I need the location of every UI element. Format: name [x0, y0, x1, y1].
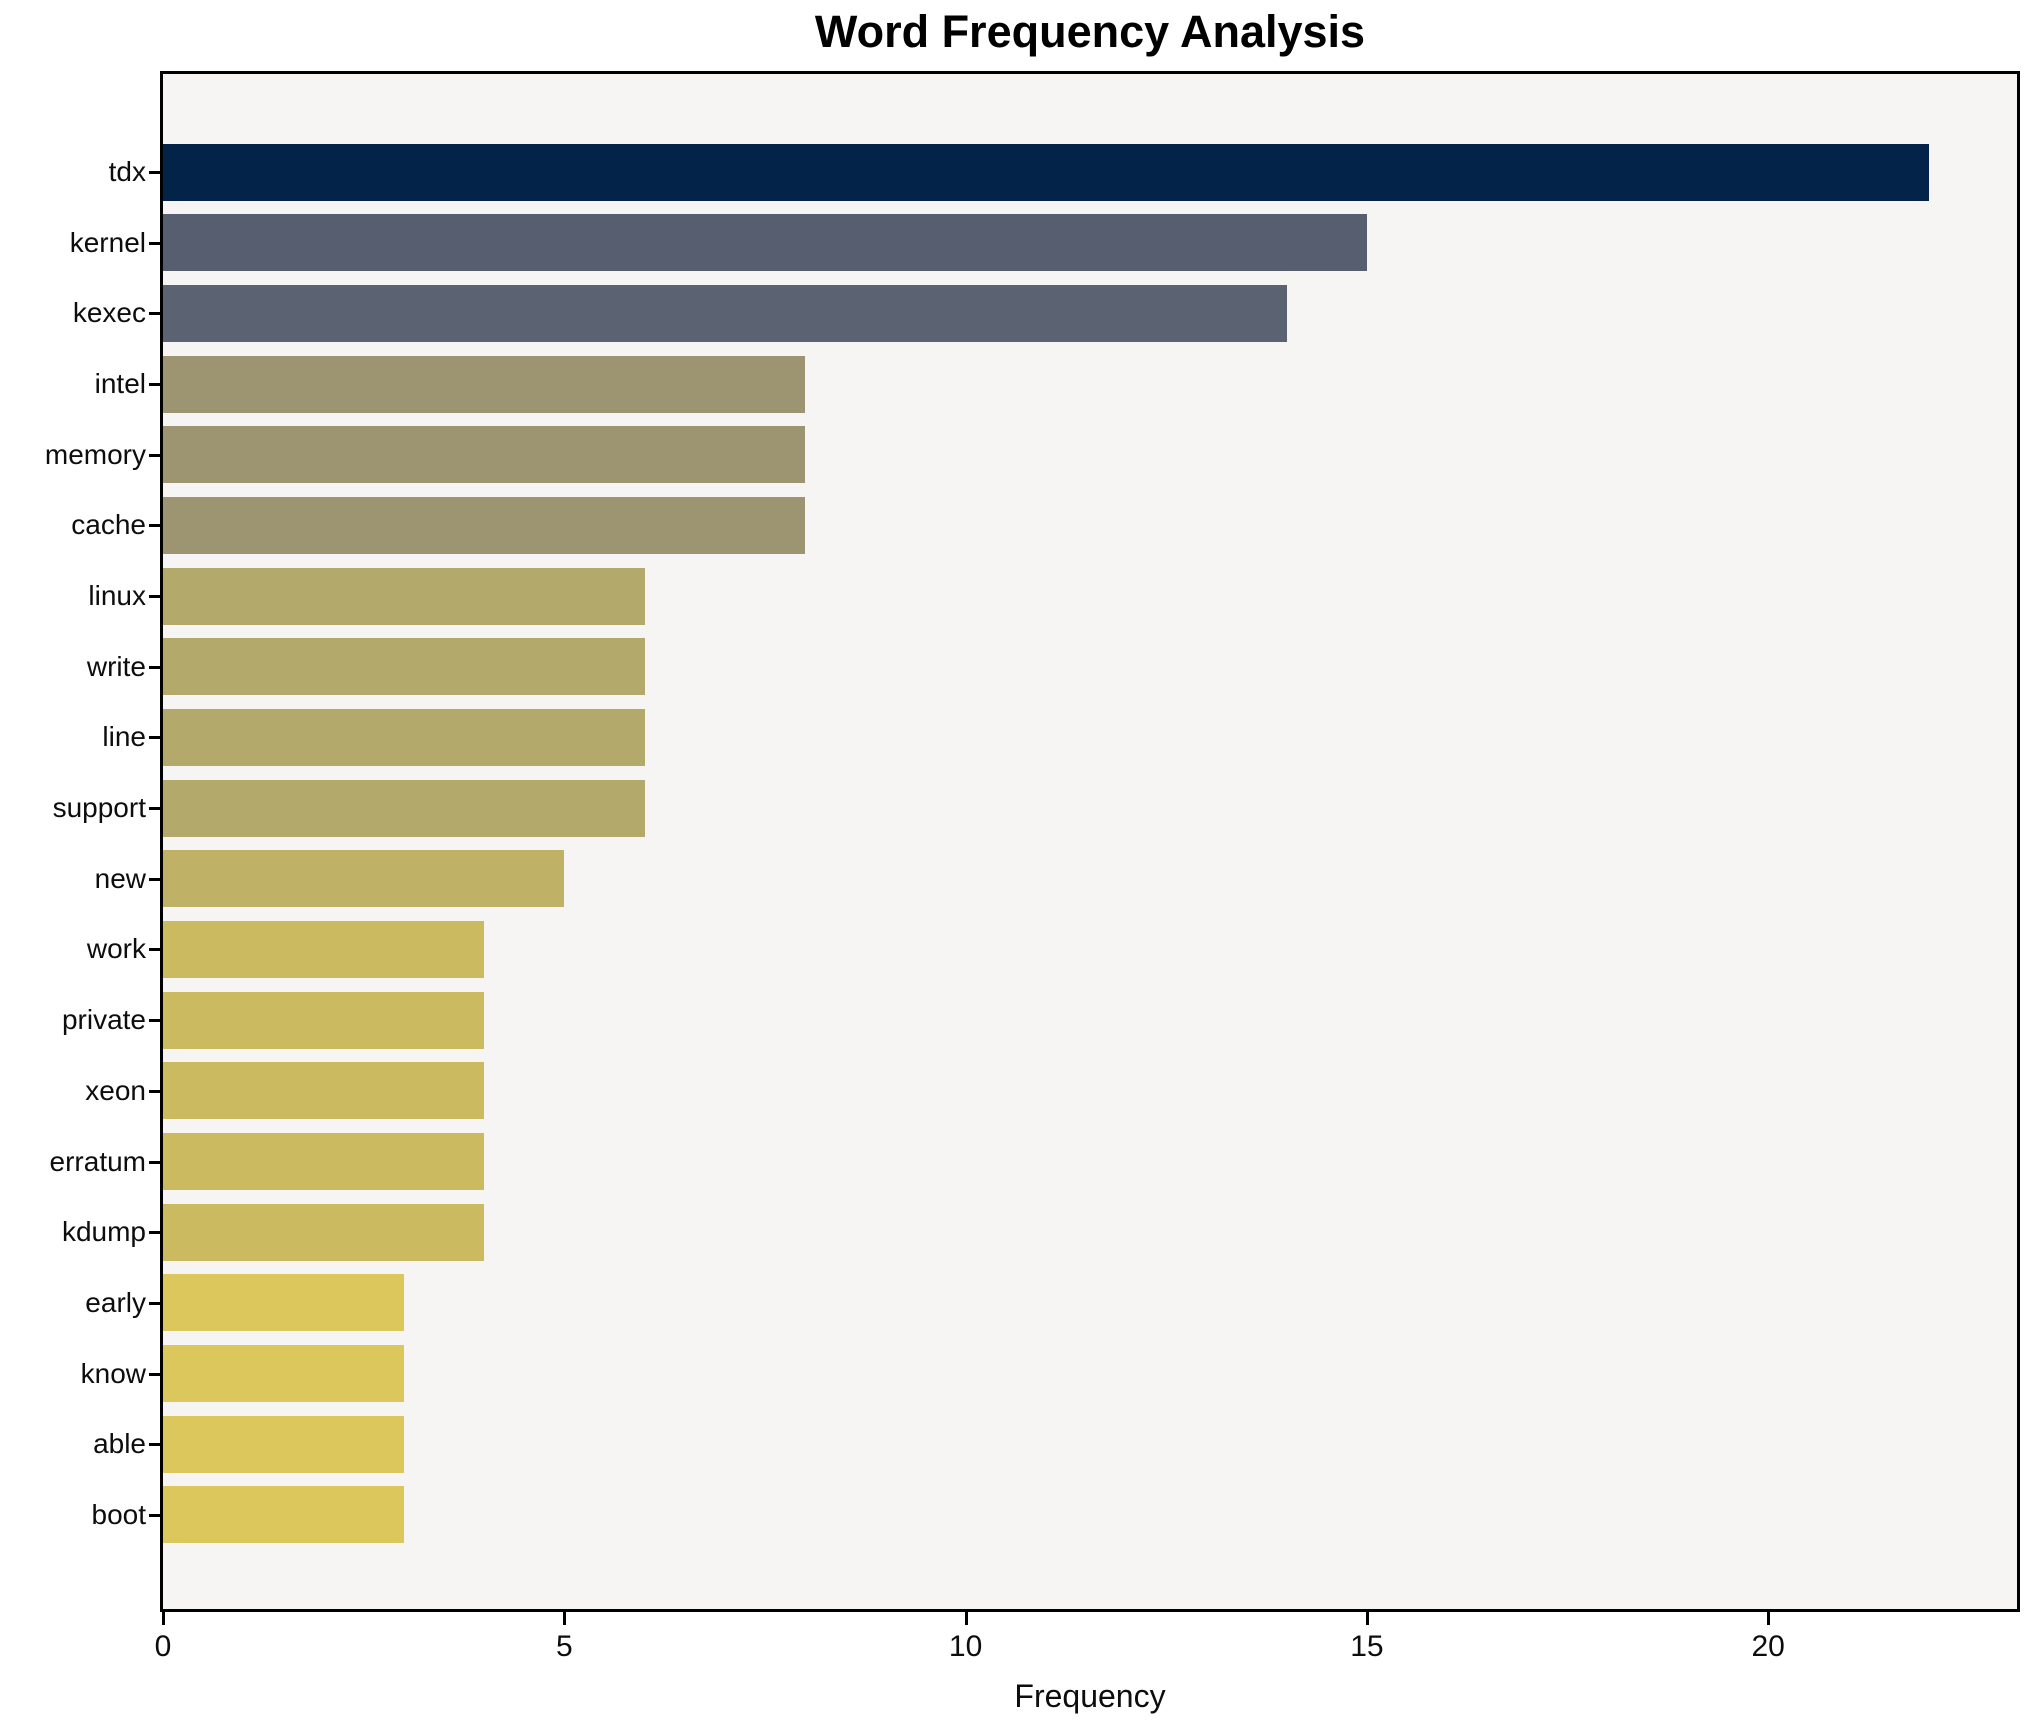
- y-tick-label-erratum: erratum: [49, 1145, 146, 1177]
- bar-memory: [163, 426, 806, 484]
- chart-title: Word Frequency Analysis: [814, 6, 1366, 57]
- x-tick-mark: [1767, 1612, 1771, 1625]
- bar-tdx: [163, 143, 1929, 201]
- bar-work: [163, 920, 485, 978]
- bar-kexec: [163, 284, 1287, 342]
- y-tick-label-intel: intel: [94, 368, 146, 400]
- y-tick-label-early: early: [85, 1286, 146, 1318]
- y-tick-mark: [149, 1513, 160, 1517]
- y-tick-mark: [149, 1301, 160, 1305]
- y-tick-mark: [149, 241, 160, 245]
- y-tick-mark: [149, 595, 160, 599]
- y-tick-mark: [149, 312, 160, 316]
- y-tick-mark: [149, 453, 160, 457]
- y-tick-mark: [149, 948, 160, 952]
- y-tick-mark: [149, 736, 160, 740]
- y-tick-label-kernel: kernel: [69, 226, 146, 258]
- y-tick-label-linux: linux: [88, 580, 146, 612]
- bar-line: [163, 708, 645, 766]
- y-tick-label-write: write: [86, 650, 146, 682]
- y-tick-mark: [149, 1372, 160, 1376]
- x-axis-title: Frequency: [1014, 1678, 1166, 1714]
- y-tick-label-line: line: [102, 721, 146, 753]
- bar-erratum: [163, 1133, 485, 1191]
- bar-intel: [163, 355, 806, 413]
- bar-new: [163, 850, 565, 908]
- bar-linux: [163, 567, 645, 625]
- y-tick-mark: [149, 1089, 160, 1093]
- y-tick-label-kdump: kdump: [61, 1216, 146, 1248]
- y-tick-label-memory: memory: [44, 438, 146, 470]
- bar-private: [163, 991, 485, 1049]
- bar-write: [163, 638, 645, 696]
- y-tick-mark: [149, 877, 160, 881]
- bar-kernel: [163, 214, 1367, 272]
- bar-kdump: [163, 1203, 485, 1261]
- y-tick-mark: [149, 665, 160, 669]
- x-tick-mark: [1365, 1612, 1369, 1625]
- x-tick-mark: [964, 1612, 968, 1625]
- x-tick-mark: [162, 1612, 165, 1625]
- y-tick-mark: [149, 524, 160, 528]
- y-tick-label-boot: boot: [91, 1498, 147, 1530]
- y-tick-label-able: able: [93, 1428, 146, 1460]
- y-tick-mark: [149, 1443, 160, 1447]
- y-tick-label-kexec: kexec: [72, 297, 146, 329]
- bar-early: [163, 1274, 404, 1332]
- bar-boot: [163, 1486, 404, 1544]
- x-tick-label-10: 10: [948, 1630, 983, 1663]
- y-tick-mark: [149, 171, 160, 174]
- y-tick-mark: [149, 383, 160, 387]
- y-tick-label-private: private: [61, 1004, 146, 1036]
- x-tick-label-0: 0: [154, 1630, 172, 1663]
- y-tick-mark: [149, 1231, 160, 1235]
- bar-cache: [163, 496, 806, 554]
- y-tick-label-new: new: [94, 862, 146, 894]
- plot-area: [160, 71, 2020, 1612]
- y-tick-label-tdx: tdx: [108, 156, 146, 187]
- bar-able: [163, 1415, 404, 1473]
- x-tick-label-20: 20: [1751, 1630, 1785, 1663]
- x-tick-label-5: 5: [555, 1630, 573, 1663]
- y-tick-mark: [149, 1019, 160, 1023]
- bar-support: [163, 779, 645, 837]
- y-tick-label-support: support: [52, 792, 146, 824]
- bar-know: [163, 1345, 404, 1403]
- y-tick-label-work: work: [86, 933, 146, 965]
- y-tick-label-cache: cache: [71, 509, 146, 541]
- bar-xeon: [163, 1062, 485, 1120]
- y-tick-label-xeon: xeon: [85, 1074, 146, 1106]
- y-tick-mark: [149, 1160, 160, 1164]
- y-tick-mark: [149, 807, 160, 811]
- x-tick-mark: [563, 1612, 567, 1625]
- x-tick-label-15: 15: [1350, 1630, 1384, 1663]
- y-tick-label-know: know: [80, 1357, 146, 1389]
